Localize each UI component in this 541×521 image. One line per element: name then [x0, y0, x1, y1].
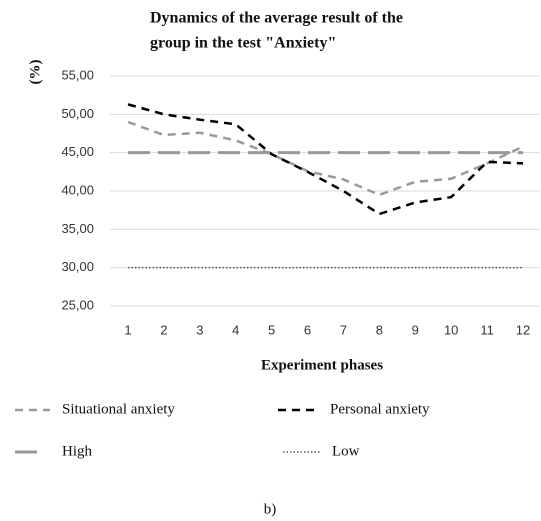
x-tick-label: 11: [480, 322, 494, 337]
legend-label: High: [62, 443, 93, 459]
y-tick-label: 35,00: [61, 221, 94, 236]
y-tick-label: 45,00: [61, 144, 94, 159]
x-axis-label: Experiment phases: [261, 357, 383, 373]
x-tick-label: 1: [124, 322, 131, 337]
x-tick-label: 8: [376, 322, 383, 337]
x-tick-label: 12: [516, 322, 530, 337]
series-line: [127, 120, 524, 197]
y-tick-label: 50,00: [61, 106, 94, 121]
series-line: [127, 103, 524, 216]
y-tick-label: 55,00: [61, 67, 94, 82]
legend: Situational anxiety Personal anxiety Hig…: [15, 401, 430, 459]
y-tick-label: 30,00: [61, 259, 94, 274]
y-axis-label: (%): [27, 60, 43, 85]
x-tick-label: 4: [232, 322, 239, 337]
x-tick-label: 6: [304, 322, 311, 337]
legend-label: Personal anxiety: [330, 401, 430, 417]
y-tick-label: 40,00: [61, 182, 94, 197]
x-tick-label: 10: [444, 322, 458, 337]
x-tick-label: 7: [340, 322, 347, 337]
x-tick-label: 5: [268, 322, 275, 337]
legend-label: Situational anxiety: [62, 401, 175, 417]
chart-title: Dynamics of the average result of the: [150, 10, 403, 27]
caption: b): [264, 501, 277, 517]
y-tick-label: 25,00: [61, 297, 94, 312]
x-tick-label: 9: [412, 322, 419, 337]
x-tick-label: 3: [196, 322, 203, 337]
x-tick-label: 2: [160, 322, 167, 337]
chart-title: group in the test "Anxiety": [150, 35, 336, 52]
legend-label: Low: [332, 443, 360, 459]
